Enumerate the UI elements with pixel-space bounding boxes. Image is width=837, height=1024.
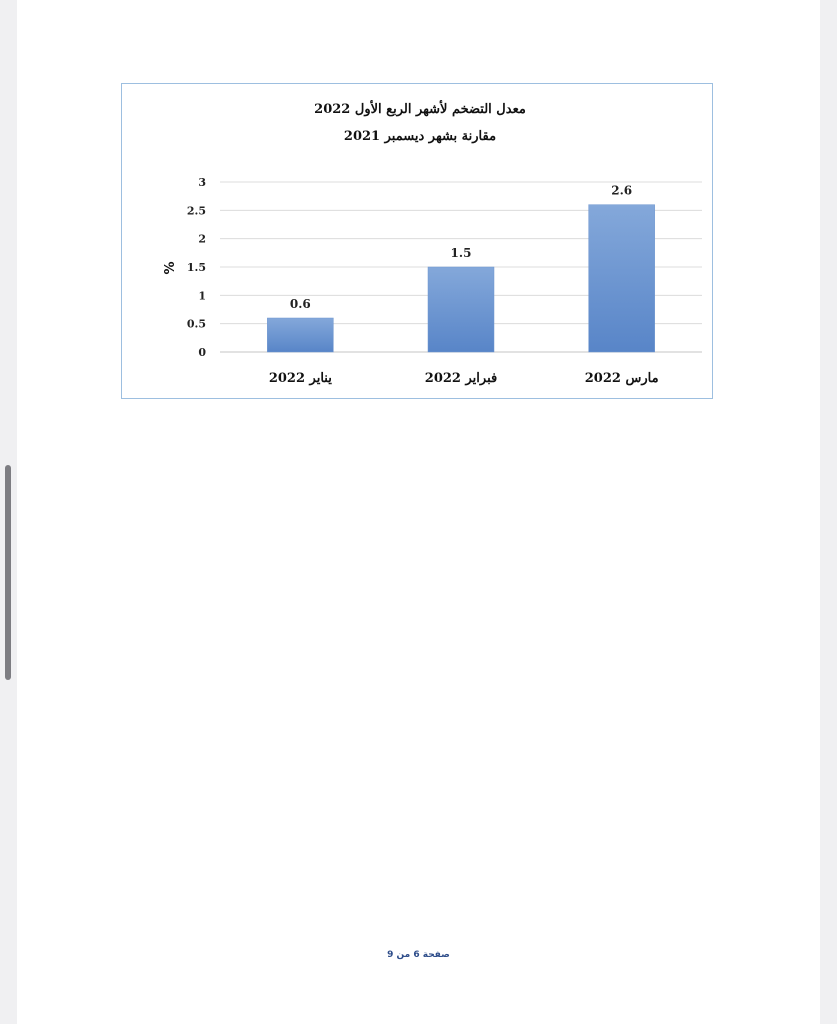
category-label-1: يناير 2022: [269, 371, 332, 386]
chart-subtitle: مقارنة بشهر ديسمبر 2021: [344, 129, 496, 144]
data-label-2: 1.5: [451, 246, 472, 260]
y-tick-label: 0: [198, 346, 206, 359]
y-tick-label: 2: [198, 233, 206, 246]
bar-3: [588, 204, 655, 353]
category-label-3: مارس 2022: [585, 371, 659, 386]
inflation-bar-chart: معدل التضخم لأشهر الربع الأول 2022 مقارن…: [163, 100, 702, 386]
category-label-2: فبراير 2022: [425, 371, 497, 386]
scrollbar-thumb[interactable]: [5, 465, 11, 680]
bar-2: [427, 266, 495, 353]
chart-frame: معدل التضخم لأشهر الربع الأول 2022 مقارن…: [121, 83, 713, 399]
y-tick-label: 3: [198, 176, 206, 189]
chart-title: معدل التضخم لأشهر الربع الأول 2022: [314, 100, 526, 117]
data-label-3: 2.6: [611, 184, 632, 198]
y-tick-label: 2.5: [187, 204, 206, 217]
y-axis-label: %: [163, 261, 178, 274]
y-tick-label: 0.5: [187, 318, 206, 331]
document-page: معدل التضخم لأشهر الربع الأول 2022 مقارن…: [17, 0, 820, 1024]
data-label-1: 0.6: [290, 297, 311, 311]
y-tick-label: 1.5: [187, 261, 206, 274]
bar-1: [267, 317, 334, 353]
page-number: صفحة 6 من 9: [387, 950, 450, 960]
y-tick-label: 1: [198, 289, 206, 302]
